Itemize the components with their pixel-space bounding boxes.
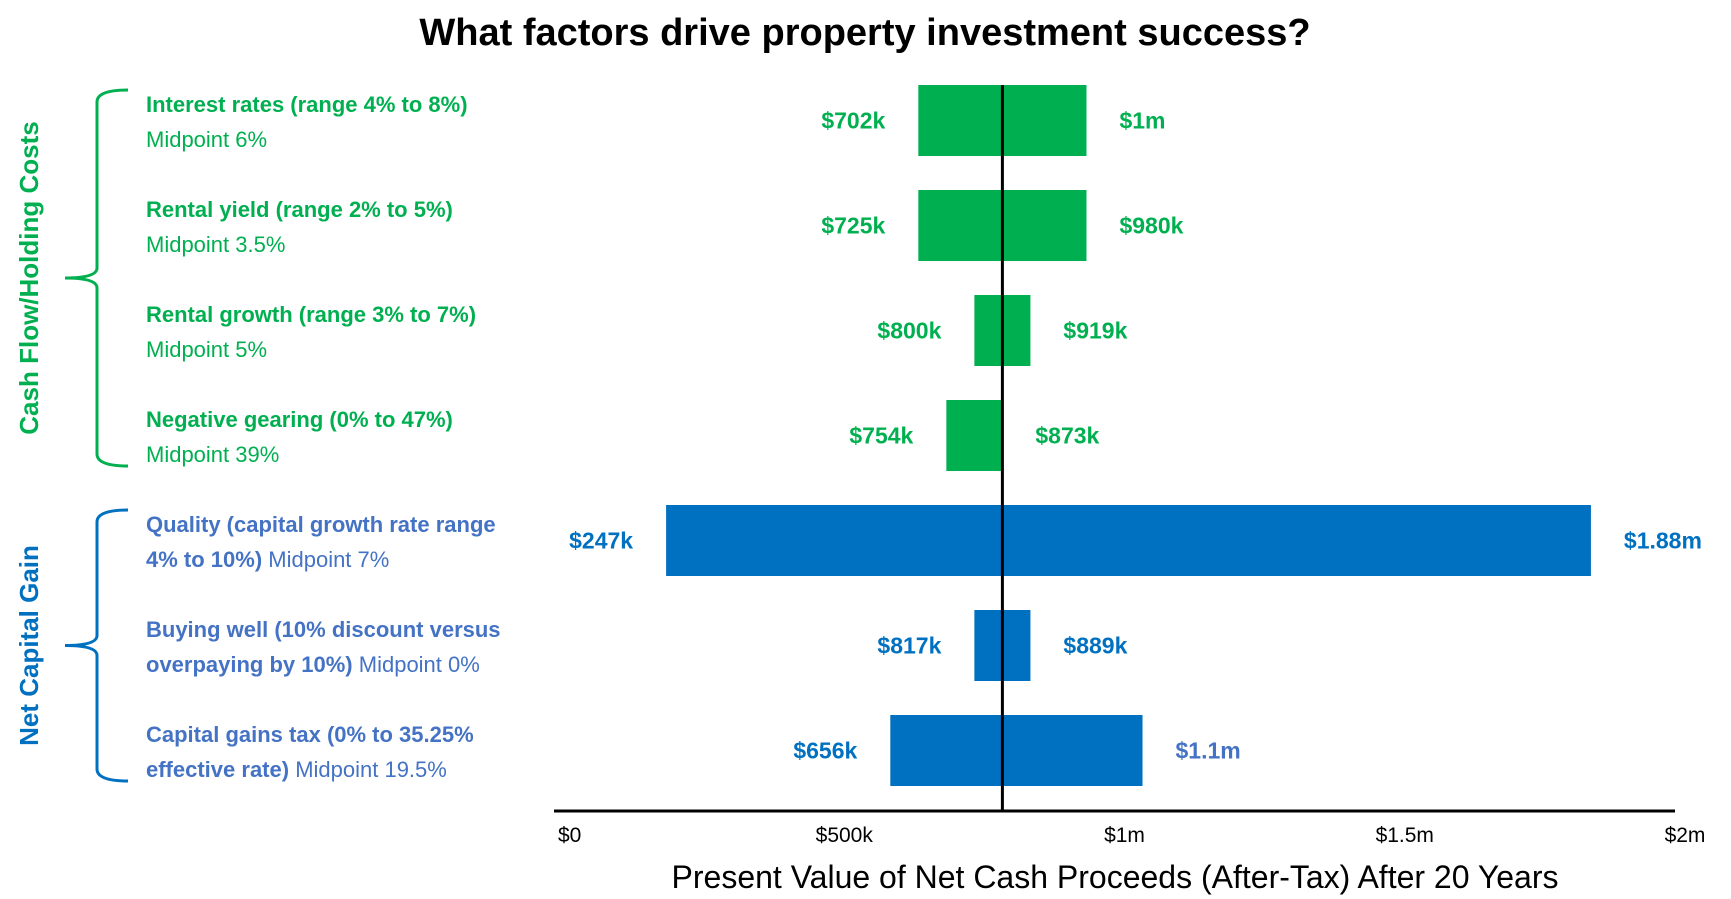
group-brace <box>64 508 129 783</box>
row-label-midpoint: Midpoint 39% <box>146 442 279 467</box>
bar-low-label: $656k <box>793 738 857 764</box>
bar-low-label: $817k <box>877 633 941 659</box>
x-tick-label: $500k <box>816 824 874 847</box>
bar-low-label: $800k <box>877 318 941 344</box>
bar-high-label: $873k <box>1035 423 1099 449</box>
row-label-midpoint: Midpoint 5% <box>146 337 267 362</box>
bar <box>946 400 1003 471</box>
row-label-midpoint: Midpoint 7% <box>262 547 389 572</box>
row-label-midpoint: Midpoint 19.5% <box>289 757 447 782</box>
x-tick-label: $1m <box>1104 824 1145 847</box>
x-tick-label: $1.5m <box>1376 824 1434 847</box>
row-label-detail: 4% to 10%) Midpoint 7% <box>146 547 389 572</box>
row-label-detail: Midpoint 5% <box>146 337 267 362</box>
bar-high-label: $1m <box>1119 108 1165 134</box>
row-labels: Interest rates (range 4% to 8%) Midpoint … <box>146 92 501 782</box>
row-label-title: Rental yield (range 2% to 5%) <box>146 197 453 222</box>
group-label: Cash Flow/Holding Costs <box>14 121 44 434</box>
row-label-detail: overpaying by 10%) Midpoint 0% <box>146 652 480 677</box>
group-labels: Cash Flow/Holding Costs Net Capital Gain <box>14 88 129 783</box>
x-axis-label: Present Value of Net Cash Proceeds (Afte… <box>672 859 1559 895</box>
bars <box>666 85 1591 786</box>
bar-low-label: $754k <box>849 423 913 449</box>
group-brace <box>64 88 129 468</box>
row-label-detail-bold: 4% to 10%) <box>146 547 262 572</box>
row-label-midpoint: Midpoint 3.5% <box>146 232 285 257</box>
group-label: Net Capital Gain <box>14 545 44 746</box>
row-label-detail: Midpoint 6% <box>146 127 267 152</box>
x-tick-label: $2m <box>1665 824 1706 847</box>
row-label-title: Negative gearing (0% to 47%) <box>146 407 453 432</box>
row-label-title: Capital gains tax (0% to 35.25% <box>146 722 474 747</box>
bar-high-label: $980k <box>1119 213 1183 239</box>
bar <box>890 715 1143 786</box>
bar-low-label: $247k <box>569 528 633 554</box>
row-label-detail: Midpoint 3.5% <box>146 232 285 257</box>
row-label-detail-bold: overpaying by 10%) <box>146 652 353 677</box>
row-label-detail: effective rate) Midpoint 19.5% <box>146 757 447 782</box>
bar <box>666 505 1591 576</box>
x-tick-labels: $0 $500k $1m $1.5m $2m <box>558 824 1705 847</box>
bar-high-label: $1.1m <box>1176 738 1241 764</box>
row-label-detail: Midpoint 39% <box>146 442 279 467</box>
bar-low-label: $725k <box>821 213 885 239</box>
bar-high-label: $919k <box>1063 318 1127 344</box>
row-label-title: Rental growth (range 3% to 7%) <box>146 302 476 327</box>
row-label-midpoint: Midpoint 6% <box>146 127 267 152</box>
value-labels: $702k $1m $725k $980k $800k $919k $754k $873k $2… <box>569 108 1702 764</box>
row-label-title: Interest rates (range 4% to 8%) <box>146 92 468 117</box>
row-label-midpoint: Midpoint 0% <box>353 652 480 677</box>
row-label-title: Quality (capital growth rate range <box>146 512 496 537</box>
row-label-title: Buying well (10% discount versus <box>146 617 501 642</box>
bar-high-label: $889k <box>1063 633 1127 659</box>
bar-high-label: $1.88m <box>1624 528 1702 554</box>
row-label-detail-bold: effective rate) <box>146 757 289 782</box>
x-tick-label: $0 <box>558 824 581 847</box>
chart-title: What factors drive property investment s… <box>419 12 1310 54</box>
bar-low-label: $702k <box>821 108 885 134</box>
